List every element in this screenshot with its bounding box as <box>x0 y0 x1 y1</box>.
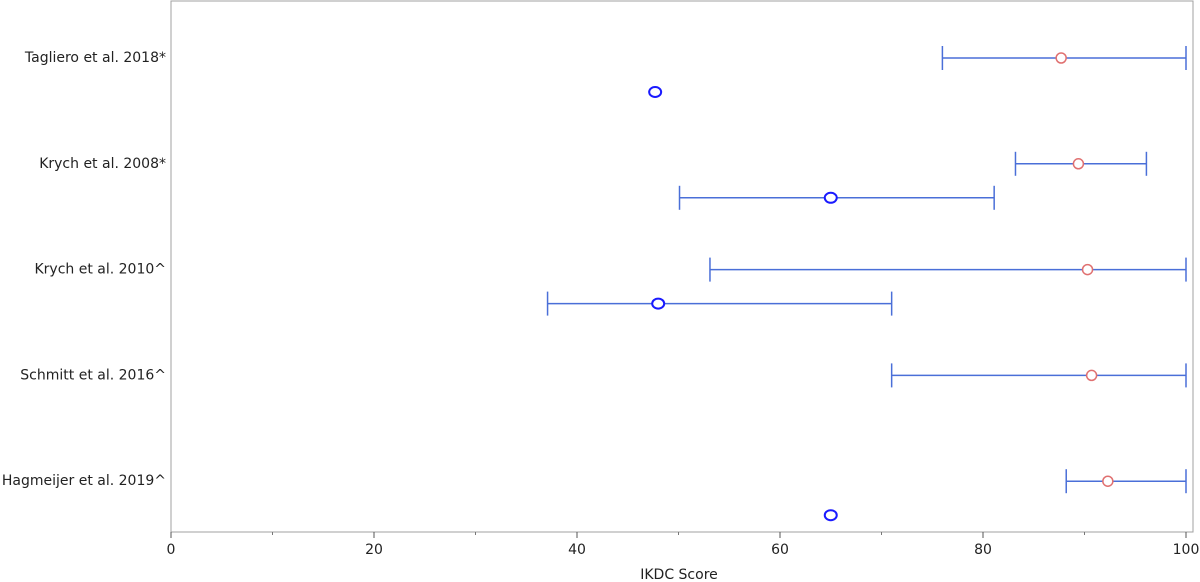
x-tick-label: 20 <box>365 542 383 558</box>
point <box>1102 475 1114 487</box>
category-label: Krych et al. 2008* <box>39 156 166 172</box>
point <box>823 191 838 204</box>
x-axis-label: IKDC Score <box>640 567 718 582</box>
category-label: Krych et al. 2010^ <box>34 262 166 278</box>
plot-frame <box>170 0 1194 533</box>
point <box>1081 263 1094 276</box>
category-label: Schmitt et al. 2016^ <box>20 367 166 383</box>
category-label: Tagliero et al. 2018* <box>24 50 166 66</box>
x-tick-label: 60 <box>771 542 789 558</box>
category-label: Hagmeijer et al. 2019^ <box>2 473 166 489</box>
point <box>1055 52 1067 64</box>
x-tick-label: 100 <box>1173 542 1200 558</box>
point <box>1085 369 1098 382</box>
point <box>648 86 663 98</box>
point <box>823 509 838 522</box>
point <box>651 297 666 310</box>
x-tick-label: 0 <box>167 542 176 558</box>
x-tick-label: 80 <box>974 542 992 558</box>
point <box>1072 158 1085 170</box>
x-tick-label: 40 <box>568 542 586 558</box>
